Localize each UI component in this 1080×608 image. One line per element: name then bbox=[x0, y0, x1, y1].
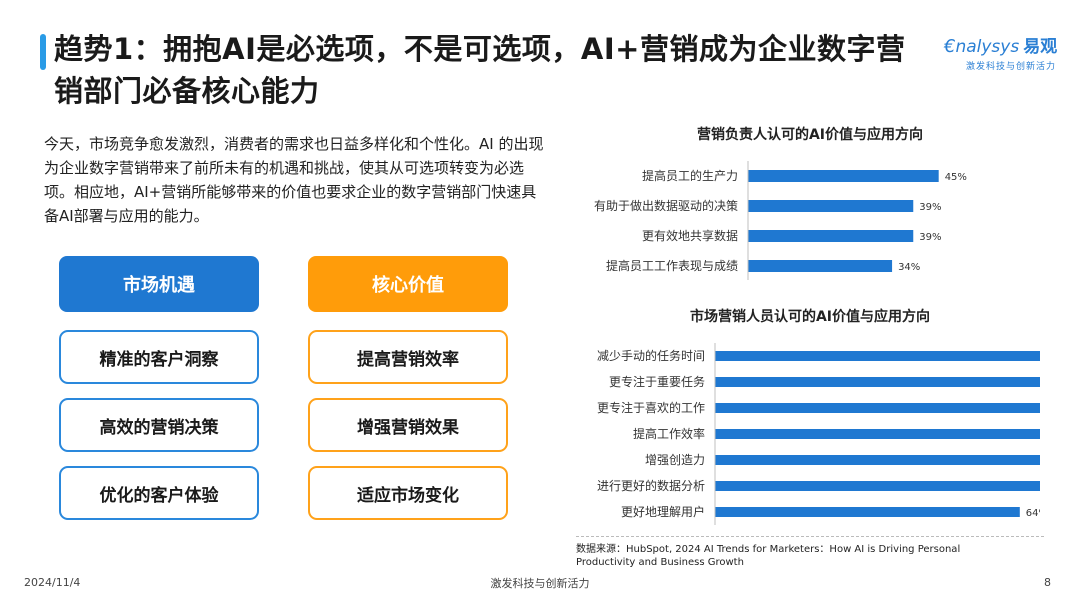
bar bbox=[748, 170, 939, 182]
chart-leaders-ai-value: 提高员工的生产力 45% 有助于做出数据驱动的决策 39% 更有效地共享数据 39% 提高员… bbox=[594, 161, 967, 280]
opportunity-item: 高效的营销决策 bbox=[59, 398, 259, 452]
bar bbox=[748, 200, 914, 212]
bar bbox=[715, 481, 1040, 491]
chart1-title: 营销负责人认可的AI价值与应用方向 bbox=[696, 127, 924, 143]
category-label: 进行更好的数据分析 bbox=[597, 478, 705, 493]
category-label: 更专注于喜欢的工作 bbox=[597, 400, 705, 415]
category-label: 提高员工工作表现与成绩 bbox=[606, 258, 738, 273]
chart2-title: 市场营销人员认可的AI价值与应用方向 bbox=[689, 309, 931, 325]
category-label: 更好地理解用户 bbox=[621, 504, 705, 519]
logo-c-icon: € bbox=[944, 36, 956, 57]
bar bbox=[715, 351, 1040, 361]
category-label: 增强创造力 bbox=[645, 453, 705, 467]
bar bbox=[715, 507, 1020, 517]
chart-marketers-ai-value: 减少手动的任务时间75%更专注于重要任务73%更专注于喜欢的工作73%提高工作效… bbox=[597, 343, 1040, 525]
value-label: 39% bbox=[919, 202, 941, 213]
bar bbox=[715, 403, 1040, 413]
bar bbox=[715, 377, 1040, 387]
value-label: 64% bbox=[1026, 508, 1040, 519]
opportunity-item: 优化的客户体验 bbox=[59, 466, 259, 520]
logo-cn-text: 易观 bbox=[1023, 37, 1058, 57]
footer-slogan: 激发科技与创新活力 bbox=[490, 577, 590, 590]
value-item: 提高营销效率 bbox=[308, 330, 508, 384]
logo-text: nalysys bbox=[955, 37, 1020, 57]
core-value-header: 核心价值 bbox=[308, 256, 508, 312]
title-accent-bar bbox=[40, 34, 46, 70]
category-label: 更专注于重要任务 bbox=[609, 374, 705, 389]
bar bbox=[748, 230, 914, 242]
brand-logo: €nalysys 易观 激发科技与创新活力 bbox=[944, 32, 1064, 72]
market-opportunity-header: 市场机遇 bbox=[59, 256, 259, 312]
footer-date: 2024/11/4 bbox=[24, 576, 81, 589]
page-number: 8 bbox=[1044, 576, 1051, 589]
category-label: 减少手动的任务时间 bbox=[597, 348, 705, 363]
intro-paragraph: 今天，市场竞争愈发激烈，消费者的需求也日益多样化和个性化。AI 的出现为企业数字… bbox=[44, 135, 544, 225]
opportunity-item: 精准的客户洞察 bbox=[59, 330, 259, 384]
data-source-note: 数据来源：HubSpot, 2024 AI Trends for Markete… bbox=[576, 544, 961, 568]
logo-wordmark: €nalysys 易观 bbox=[944, 32, 1064, 57]
bar bbox=[748, 260, 893, 272]
page-title: 趋势1：拥抱AI是必选项，不是可选项，AI+营销成为企业数字营销部门必备核心能力 bbox=[54, 32, 906, 108]
category-label: 更有效地共享数据 bbox=[642, 228, 738, 243]
bar bbox=[715, 429, 1040, 439]
category-label: 提高工作效率 bbox=[633, 426, 705, 441]
value-label: 45% bbox=[945, 172, 967, 183]
logo-slogan: 激发科技与创新活力 bbox=[966, 62, 1057, 72]
category-label: 有助于做出数据驱动的决策 bbox=[594, 198, 738, 213]
value-label: 39% bbox=[919, 232, 941, 243]
bar bbox=[715, 455, 1040, 465]
value-item: 增强营销效果 bbox=[308, 398, 508, 452]
source-divider bbox=[576, 536, 1044, 537]
category-label: 提高员工的生产力 bbox=[642, 168, 738, 183]
value-item: 适应市场变化 bbox=[308, 466, 508, 520]
value-label: 34% bbox=[898, 262, 920, 273]
